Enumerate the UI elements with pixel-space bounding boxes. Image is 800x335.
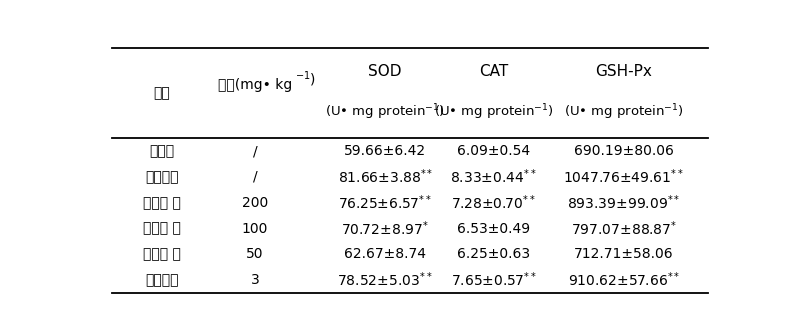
Text: 壳寡糖 高: 壳寡糖 高 (143, 196, 181, 210)
Text: (U• mg protein$^{-1}$): (U• mg protein$^{-1}$) (434, 103, 554, 122)
Text: 59.66±6.42: 59.66±6.42 (344, 144, 426, 158)
Text: 62.67±8.74: 62.67±8.74 (344, 247, 426, 261)
Text: CAT: CAT (479, 64, 508, 79)
Text: 50: 50 (246, 247, 264, 261)
Text: 6.25±0.63: 6.25±0.63 (457, 247, 530, 261)
Text: 200: 200 (242, 196, 268, 210)
Text: $^{-1}$): $^{-1}$) (295, 69, 316, 89)
Text: (U• mg protein$^{-1}$): (U• mg protein$^{-1}$) (564, 103, 684, 122)
Text: (U• mg protein$^{-1}$): (U• mg protein$^{-1}$) (326, 103, 445, 122)
Text: 7.65±0.57$^{**}$: 7.65±0.57$^{**}$ (450, 271, 537, 289)
Text: GSH-Px: GSH-Px (595, 64, 652, 79)
Text: 100: 100 (242, 221, 268, 236)
Text: 假手术组: 假手术组 (146, 170, 178, 184)
Text: 712.71±58.06: 712.71±58.06 (574, 247, 674, 261)
Text: /: / (253, 144, 258, 158)
Text: 组别: 组别 (154, 86, 170, 100)
Text: 6.53±0.49: 6.53±0.49 (457, 221, 530, 236)
Text: 893.39±99.09$^{**}$: 893.39±99.09$^{**}$ (567, 193, 681, 212)
Text: 7.28±0.70$^{**}$: 7.28±0.70$^{**}$ (451, 193, 536, 212)
Text: 1047.76±49.61$^{**}$: 1047.76±49.61$^{**}$ (563, 168, 684, 186)
Text: 8.33±0.44$^{**}$: 8.33±0.44$^{**}$ (450, 168, 537, 186)
Text: 6.09±0.54: 6.09±0.54 (457, 144, 530, 158)
Text: 壳寡糖 中: 壳寡糖 中 (143, 221, 181, 236)
Text: SOD: SOD (369, 64, 402, 79)
Text: 剂量(mg• kg: 剂量(mg• kg (218, 78, 292, 92)
Text: 3: 3 (250, 273, 259, 287)
Text: /: / (253, 170, 258, 184)
Text: 模型组: 模型组 (150, 144, 174, 158)
Text: 依达拉奉: 依达拉奉 (146, 273, 178, 287)
Text: 76.25±6.57$^{**}$: 76.25±6.57$^{**}$ (338, 193, 432, 212)
Text: 690.19±80.06: 690.19±80.06 (574, 144, 674, 158)
Text: 81.66±3.88$^{**}$: 81.66±3.88$^{**}$ (338, 168, 433, 186)
Text: 797.07±88.87$^{*}$: 797.07±88.87$^{*}$ (571, 219, 677, 238)
Text: 910.62±57.66$^{**}$: 910.62±57.66$^{**}$ (568, 271, 680, 289)
Text: 70.72±8.97$^{*}$: 70.72±8.97$^{*}$ (342, 219, 429, 238)
Text: 78.52±5.03$^{**}$: 78.52±5.03$^{**}$ (338, 271, 433, 289)
Text: 壳寡糖 低: 壳寡糖 低 (143, 247, 181, 261)
